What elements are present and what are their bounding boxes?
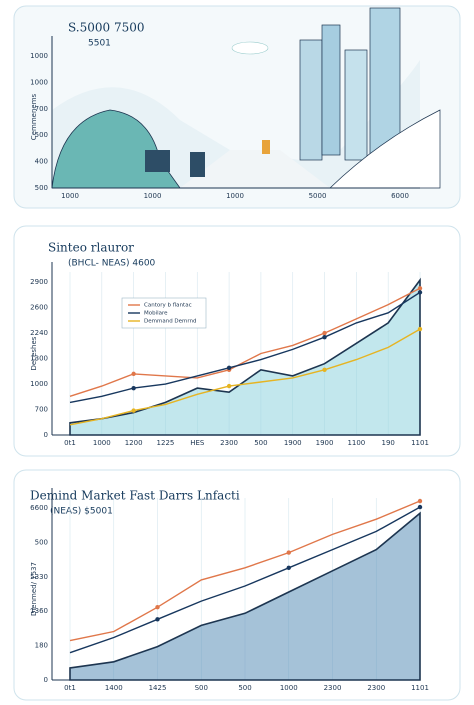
x-tick-label: 1000 [61,192,79,200]
y-tick-label: 6600 [30,504,48,512]
y-tick-label: 2240 [30,329,48,337]
scene-art [51,7,441,189]
y-axis-label: Dienmed/ 1537 [30,562,38,616]
y-tick-label: 2600 [30,304,48,312]
x-tick-label: 190 [381,439,394,447]
point [322,330,327,336]
y-tick-label: 700 [35,105,48,113]
point [226,365,232,370]
x-tick-label: 1101 [411,684,429,692]
y-tick-label: 500 [35,538,48,546]
x-tick-label: 1000 [93,439,111,447]
line [69,328,421,426]
y-tick-label: 500 [35,131,48,139]
x-tick-label: 1000 [280,684,298,692]
chart-subtitle: 5501 [88,39,111,49]
point [155,617,160,622]
x-tick-label: 2300 [367,684,385,692]
x-tick-label: 2300 [220,439,238,447]
area [69,511,421,681]
chart-title: Demind Market Fast Darrs Lnfacti [30,489,240,503]
x-tick-label: S00 [195,684,208,692]
line [69,287,421,397]
line [69,500,421,642]
y-tick-label: 1300 [30,355,48,363]
y-tick-label: 1000 [30,380,48,388]
point [322,367,327,372]
chart-title: S.5000 7500 [68,21,145,35]
y-tick-label: 700 [35,406,48,414]
y-axis-label: Cemmenems [30,93,38,140]
point [417,290,423,295]
chart-subtitle: (BHCL- NEAS) 4600 [68,259,156,269]
y-tick-label: 400 [35,158,48,166]
point [226,383,232,389]
point [286,550,291,555]
point [417,286,423,291]
x-tick-label: 6000 [391,192,409,200]
chart-subtitle: (NEAS) $5001 [50,507,113,517]
point [322,335,327,340]
x-tick-label: 1100 [347,439,365,447]
legend-label: Cantory b flantac [144,303,192,309]
x-tick-label: 0t1 [64,439,76,447]
point [155,605,160,610]
x-tick-label: 1400 [105,684,123,692]
point [286,565,291,570]
x-tick-label: 1101 [411,439,429,447]
y-tick-label: 180 [35,642,48,650]
x-tick-label: 500 [254,439,267,447]
legend-label: Mobilare [144,311,168,317]
y-tick-label: 500 [35,184,48,192]
point [417,498,423,504]
point [131,385,136,391]
line [69,506,421,654]
x-tick-label: 0t1 [64,684,76,692]
chart-title: Sinteo rlauror [48,241,134,255]
y-tick-label: 0 [44,676,48,684]
x-tick-label: 1900 [284,439,302,447]
y-tick-label: 1360 [30,607,48,615]
point [417,326,423,332]
x-tick-label: 1000 [226,192,244,200]
x-tick-label: 500 [238,684,251,692]
x-tick-label: 1425 [149,684,167,692]
x-tick-label: 1900 [316,439,334,447]
y-tick-label: 0 [44,431,48,439]
x-tick-label: 5000 [309,192,327,200]
point [131,408,136,413]
x-tick-label: 1200 [125,439,143,447]
point [417,504,423,510]
y-tick-label: 1000 [30,78,48,86]
x-tick-label: 2300 [324,684,342,692]
y-axis-label: Deceshes [30,336,38,370]
legend-label: Demmand Demrnd [144,319,197,325]
x-tick-label: 1000 [144,192,162,200]
y-tick-label: 2900 [30,278,48,286]
y-tick-label: 5330 [30,573,48,581]
line [69,291,421,404]
x-tick-label: HES [190,439,205,447]
point [131,371,136,377]
y-tick-label: 1000 [30,52,48,60]
x-tick-label: 1225 [157,439,175,447]
